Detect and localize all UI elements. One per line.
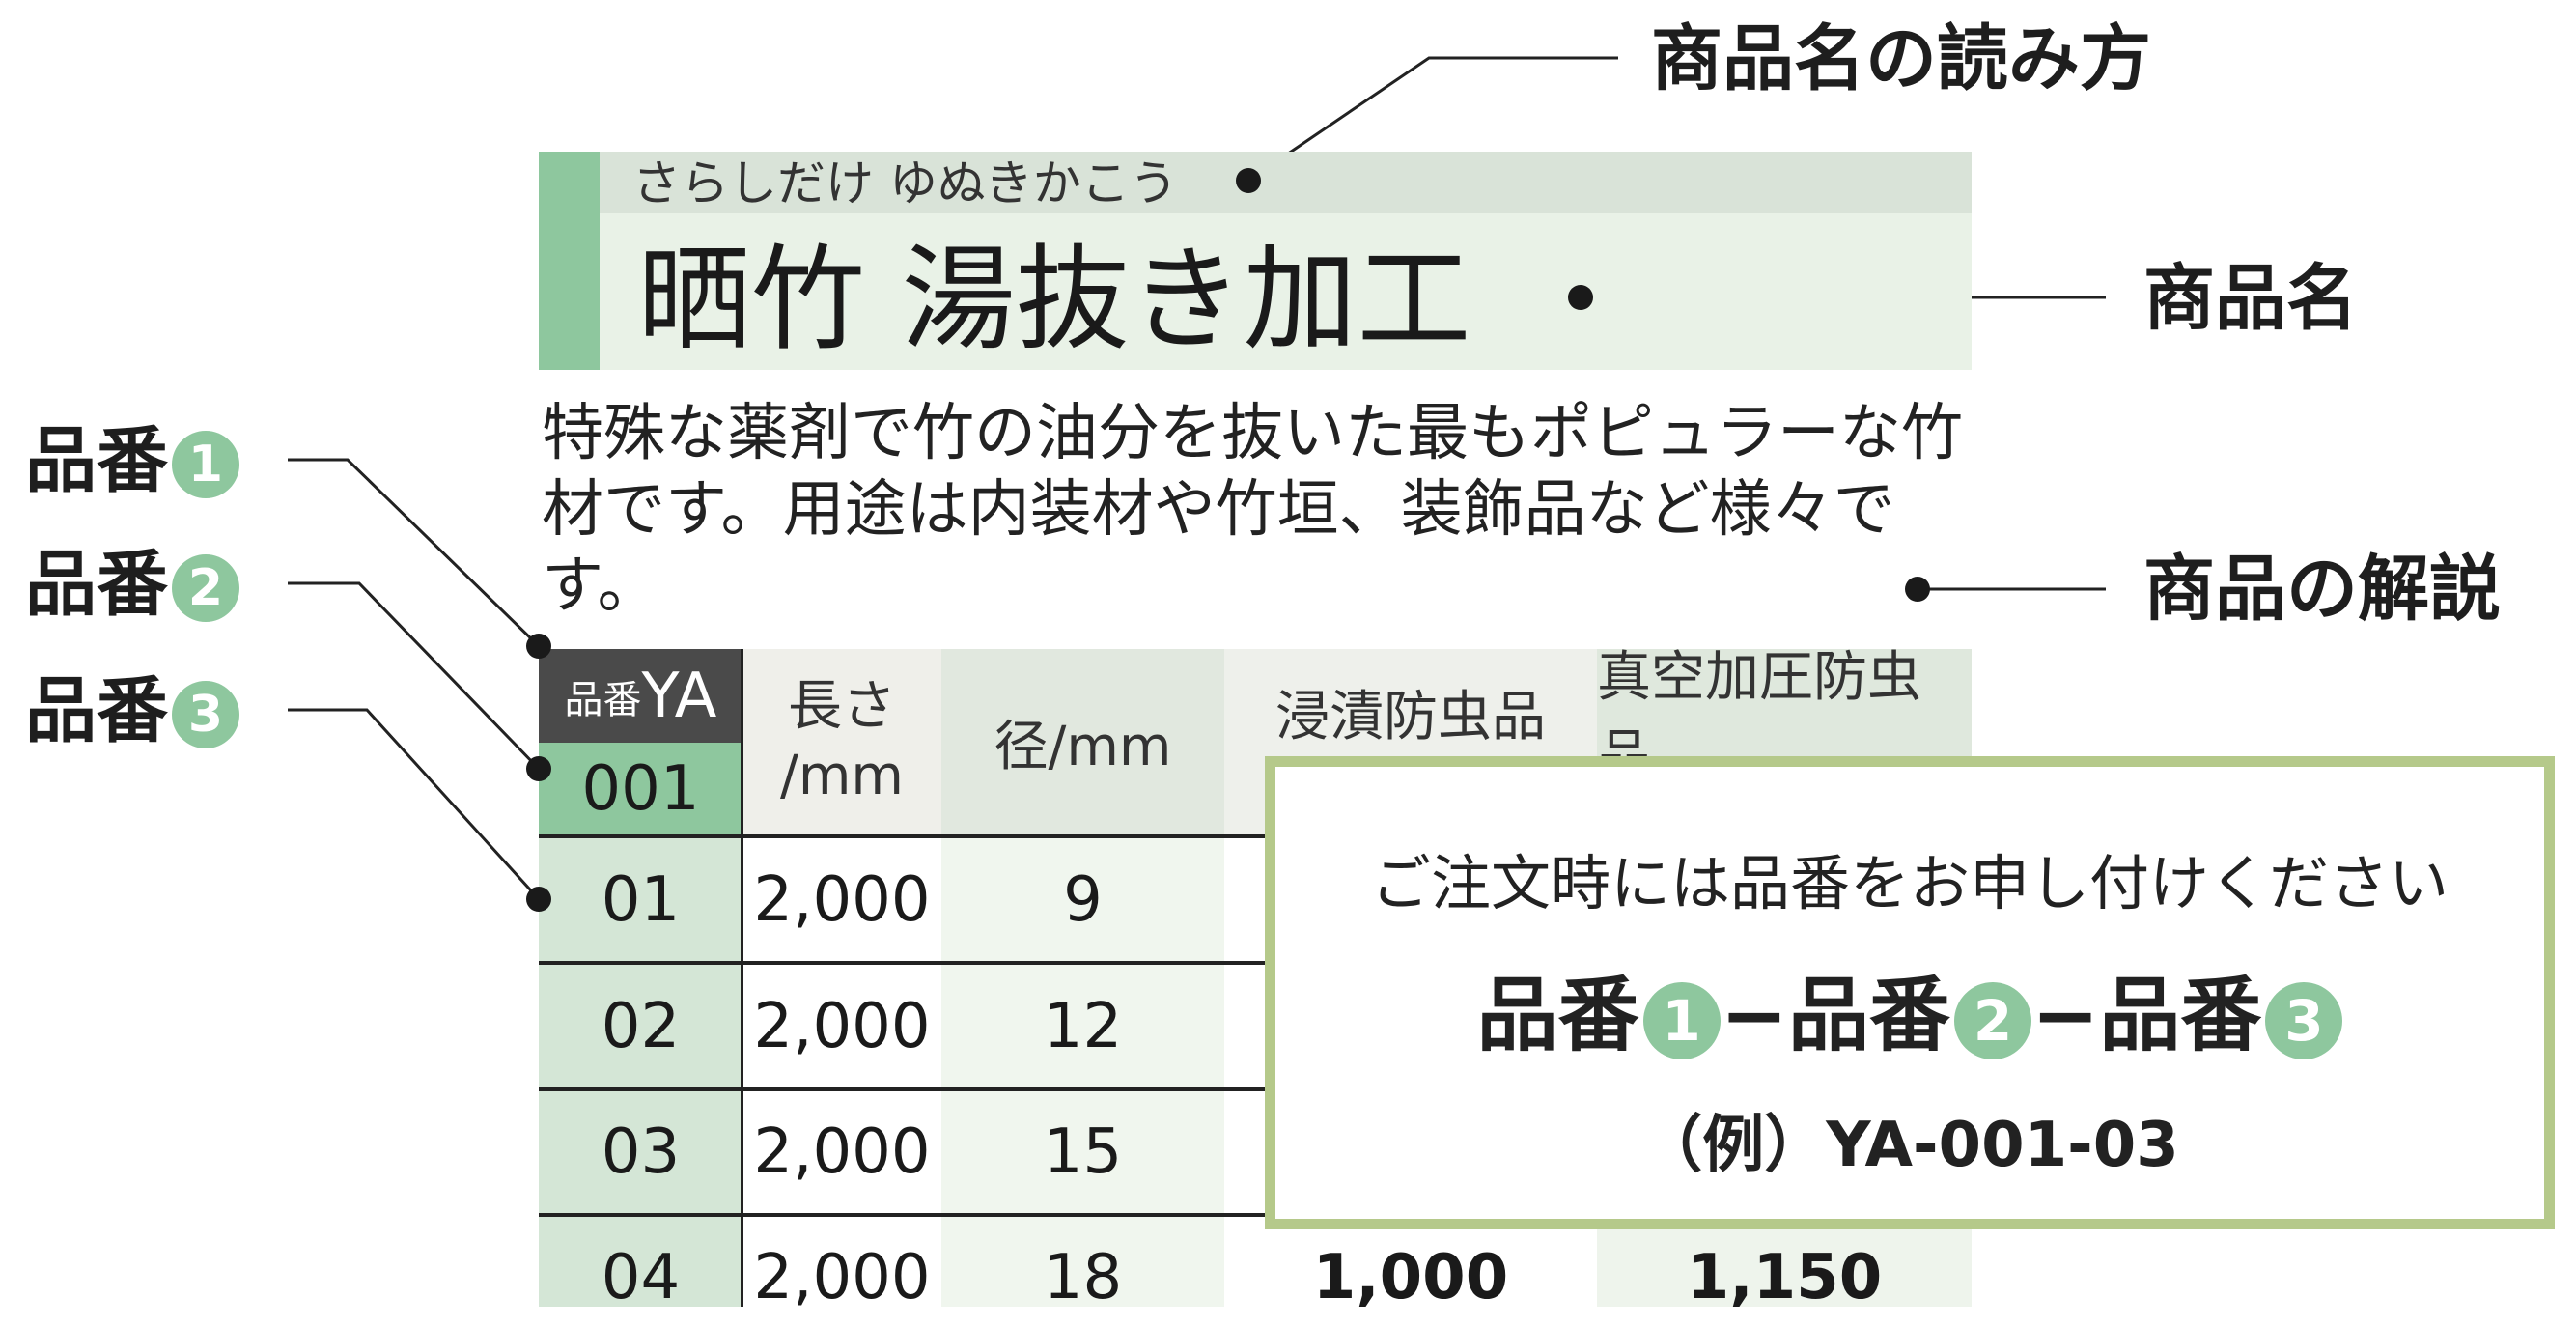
circled-number-2: 2 (172, 554, 239, 623)
row-code: 01 (601, 863, 681, 936)
part-label-text: 品番 (25, 669, 168, 752)
code-prefix-label: 品番 (564, 677, 642, 722)
row-diameter: 9 (1063, 863, 1103, 936)
diameter-column-bg (941, 834, 1224, 1307)
part2-leader (288, 581, 541, 771)
table-row: 03 2,000 15 (539, 1087, 1972, 1213)
reading-leader (1247, 56, 1618, 183)
accent-bar (539, 152, 600, 370)
length-header: 長さ /mm (742, 649, 941, 834)
row-code: 03 (601, 1116, 681, 1188)
dip-header: 浸漬防虫品 (1275, 685, 1546, 748)
name-label: 商品名 (2143, 257, 2358, 340)
row-diameter: 12 (1043, 990, 1123, 1062)
circled-number-2: 2 (1954, 982, 2031, 1060)
format-part: 品番 (2099, 968, 2262, 1062)
row-code: 02 (601, 990, 681, 1062)
reading-label: 商品名の読み方 (1651, 17, 2151, 100)
part3-leader (288, 708, 541, 901)
row-length: 2,000 (753, 1116, 931, 1188)
format-part: 品番 (1787, 968, 1950, 1062)
table-row: 02 2,000 12 (539, 961, 1972, 1087)
description-label: 商品の解説 (2143, 548, 2501, 631)
table-row: 01 2,000 9 (539, 834, 1972, 961)
order-instruction: ご注文時には品番をお申し付けください (1370, 848, 2449, 918)
format-part: 品番 (1476, 968, 1639, 1062)
part-label-2: 品番 2 (25, 549, 239, 623)
product-description: 特殊な薬剤で竹の油分を抜いた最もポピュラーな竹材です。用途は内装材や竹垣、装飾品… (542, 398, 1963, 622)
row-diameter: 18 (1043, 1242, 1123, 1307)
part-label-text: 品番 (25, 543, 168, 626)
part1-pointer-dot (526, 634, 551, 659)
circled-number-1: 1 (172, 431, 239, 499)
code-format: 品番 1 −品番 2 −品番 3 (1275, 950, 2544, 1067)
order-callout: ご注文時には品番をお申し付けください 品番 1 −品番 2 −品番 3 （例）YA-001… (1265, 756, 2555, 1229)
row-length: 2,000 (753, 990, 931, 1062)
part1-leader (288, 458, 541, 648)
length-header-label: 長さ (788, 675, 896, 738)
title-band (539, 213, 1972, 370)
part-label-1: 品番 1 (25, 425, 239, 499)
column-divider (741, 649, 743, 1307)
row-dip-price: 1,000 (1312, 1242, 1509, 1307)
format-separator: − (2031, 968, 2100, 1062)
row-code: 04 (601, 1242, 681, 1307)
row-diameter: 15 (1043, 1116, 1123, 1188)
description-pointer-dot (1905, 577, 1930, 602)
part2-pointer-dot (526, 756, 551, 781)
circled-number-3: 3 (172, 681, 239, 749)
part-label-text: 品番 (25, 419, 168, 502)
row-vacuum-price: 1,150 (1686, 1242, 1883, 1307)
format-separator: − (1720, 968, 1788, 1062)
table-row: 04 2,000 18 1,000 1,150 (539, 1213, 1972, 1307)
row-length: 2,000 (753, 863, 931, 936)
part3-pointer-dot (526, 887, 551, 912)
code-prefix-header: 品番 YA (539, 649, 742, 743)
length-header-unit: /mm (780, 745, 904, 807)
circled-number-3: 3 (2265, 982, 2343, 1060)
name-pointer-dot (1568, 285, 1593, 310)
reading-pointer-dot (1236, 168, 1261, 193)
diameter-header: 径/mm (994, 715, 1172, 778)
diameter-header-bg (941, 649, 1224, 834)
code-prefix: YA (641, 660, 717, 732)
code-middle: 001 (539, 743, 742, 834)
length-header-bg (742, 649, 941, 834)
product-name: 晒竹 湯抜き加工 (637, 233, 1471, 366)
part-label-3: 品番 3 (25, 675, 239, 749)
row-length: 2,000 (753, 1242, 931, 1307)
order-example: （例）YA-001-03 (1640, 1110, 2179, 1181)
product-reading: さらしだけ ゆぬきかこう (632, 155, 1178, 212)
circled-number-1: 1 (1642, 982, 1721, 1060)
